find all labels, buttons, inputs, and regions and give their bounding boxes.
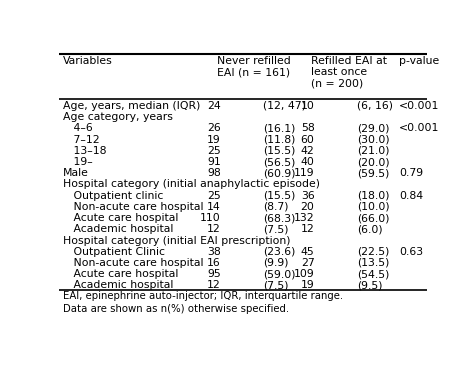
Text: 58: 58 xyxy=(301,123,315,133)
Text: (6.0): (6.0) xyxy=(357,224,383,234)
Text: (66.0): (66.0) xyxy=(357,213,389,223)
Text: (23.6): (23.6) xyxy=(263,247,295,257)
Text: Acute care hospital: Acute care hospital xyxy=(63,269,178,279)
Text: EAI, epinephrine auto-injector; IQR, interquartile range.: EAI, epinephrine auto-injector; IQR, int… xyxy=(63,291,343,301)
Text: 10: 10 xyxy=(301,101,315,111)
Text: 0.79: 0.79 xyxy=(399,168,423,178)
Text: (56.5): (56.5) xyxy=(263,157,295,167)
Text: 19: 19 xyxy=(301,280,315,290)
Text: (59.0): (59.0) xyxy=(263,269,296,279)
Text: 132: 132 xyxy=(294,213,315,223)
Text: 110: 110 xyxy=(200,213,221,223)
Text: 16: 16 xyxy=(207,258,221,268)
Text: Refilled EAI at
least once
(n = 200): Refilled EAI at least once (n = 200) xyxy=(311,56,387,89)
Text: 14: 14 xyxy=(207,202,221,212)
Text: (60.9): (60.9) xyxy=(263,168,296,178)
Text: 60: 60 xyxy=(301,135,315,145)
Text: (9.5): (9.5) xyxy=(357,280,383,290)
Text: (11.8): (11.8) xyxy=(263,135,295,145)
Text: (6, 16): (6, 16) xyxy=(357,101,393,111)
Text: (9.9): (9.9) xyxy=(263,258,289,268)
Text: (30.0): (30.0) xyxy=(357,135,390,145)
Text: 4–6: 4–6 xyxy=(63,123,93,133)
Text: 0.84: 0.84 xyxy=(399,191,423,201)
Text: 36: 36 xyxy=(301,191,315,201)
Text: 25: 25 xyxy=(207,146,221,156)
Text: <0.001: <0.001 xyxy=(399,101,439,111)
Text: (20.0): (20.0) xyxy=(357,157,390,167)
Text: Age category, years: Age category, years xyxy=(63,112,173,122)
Text: (7.5): (7.5) xyxy=(263,280,289,290)
Text: 12: 12 xyxy=(207,224,221,234)
Text: 109: 109 xyxy=(294,269,315,279)
Text: (18.0): (18.0) xyxy=(357,191,389,201)
Text: (15.5): (15.5) xyxy=(263,146,295,156)
Text: Acute care hospital: Acute care hospital xyxy=(63,213,178,223)
Text: Non-acute care hospital: Non-acute care hospital xyxy=(63,258,203,268)
Text: 38: 38 xyxy=(207,247,221,257)
Text: (10.0): (10.0) xyxy=(357,202,390,212)
Text: (12, 47): (12, 47) xyxy=(263,101,306,111)
Text: 12: 12 xyxy=(207,280,221,290)
Text: (7.5): (7.5) xyxy=(263,224,289,234)
Text: p-value: p-value xyxy=(399,56,439,65)
Text: (54.5): (54.5) xyxy=(357,269,389,279)
Text: Hospital category (initial EAI prescription): Hospital category (initial EAI prescript… xyxy=(63,235,291,246)
Text: 19–: 19– xyxy=(63,157,93,167)
Text: Variables: Variables xyxy=(63,56,113,65)
Text: 95: 95 xyxy=(207,269,221,279)
Text: Academic hospital: Academic hospital xyxy=(63,224,173,234)
Text: <0.001: <0.001 xyxy=(399,123,439,133)
Text: (16.1): (16.1) xyxy=(263,123,295,133)
Text: Non-acute care hospital: Non-acute care hospital xyxy=(63,202,203,212)
Text: 20: 20 xyxy=(301,202,315,212)
Text: 13–18: 13–18 xyxy=(63,146,107,156)
Text: Hospital category (initial anaphylactic episode): Hospital category (initial anaphylactic … xyxy=(63,180,320,189)
Text: 7–12: 7–12 xyxy=(63,135,100,145)
Text: 119: 119 xyxy=(294,168,315,178)
Text: (15.5): (15.5) xyxy=(263,191,295,201)
Text: 19: 19 xyxy=(207,135,221,145)
Text: 27: 27 xyxy=(301,258,315,268)
Text: 42: 42 xyxy=(301,146,315,156)
Text: 45: 45 xyxy=(301,247,315,257)
Text: (59.5): (59.5) xyxy=(357,168,389,178)
Text: 12: 12 xyxy=(301,224,315,234)
Text: (21.0): (21.0) xyxy=(357,146,389,156)
Text: 25: 25 xyxy=(207,191,221,201)
Text: Outpatient clinic: Outpatient clinic xyxy=(63,191,164,201)
Text: 24: 24 xyxy=(207,101,221,111)
Text: 91: 91 xyxy=(207,157,221,167)
Text: Outpatient Clinic: Outpatient Clinic xyxy=(63,247,165,257)
Text: 26: 26 xyxy=(207,123,221,133)
Text: (22.5): (22.5) xyxy=(357,247,389,257)
Text: (68.3): (68.3) xyxy=(263,213,295,223)
Text: Never refilled
EAI (n = 161): Never refilled EAI (n = 161) xyxy=(217,56,291,77)
Text: (8.7): (8.7) xyxy=(263,202,289,212)
Text: Data are shown as n(%) otherwise specified.: Data are shown as n(%) otherwise specifi… xyxy=(63,304,289,314)
Text: 0.63: 0.63 xyxy=(399,247,423,257)
Text: 40: 40 xyxy=(301,157,315,167)
Text: Male: Male xyxy=(63,168,89,178)
Text: Age, years, median (IQR): Age, years, median (IQR) xyxy=(63,101,201,111)
Text: Academic hospital: Academic hospital xyxy=(63,280,173,290)
Text: 98: 98 xyxy=(207,168,221,178)
Text: (13.5): (13.5) xyxy=(357,258,389,268)
Text: (29.0): (29.0) xyxy=(357,123,389,133)
